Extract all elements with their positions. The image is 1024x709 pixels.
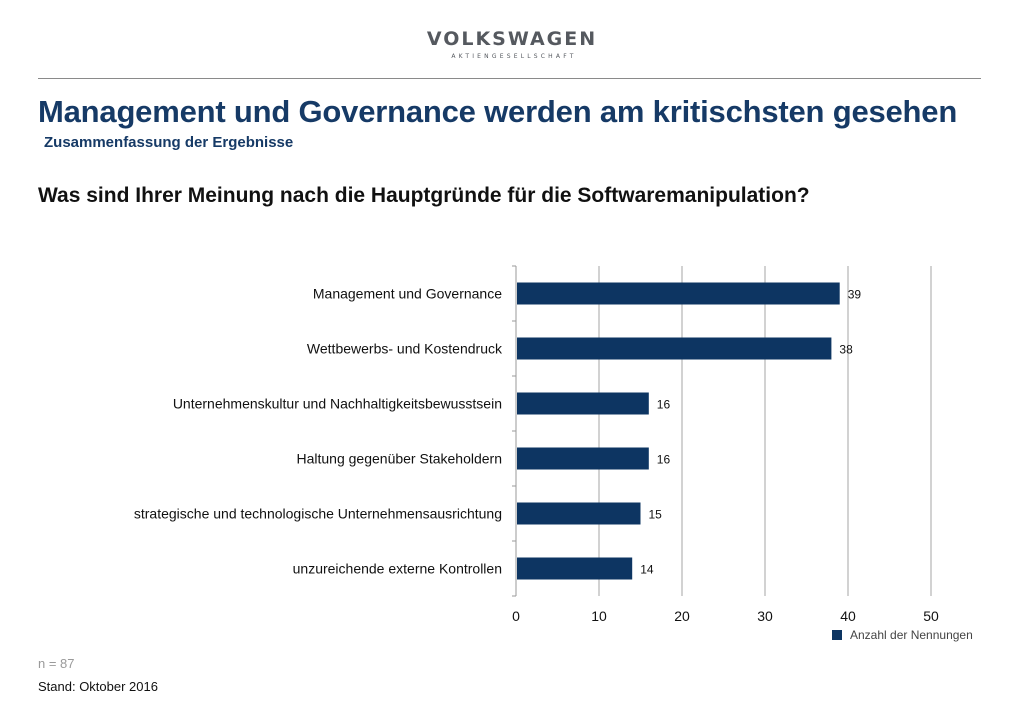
- category-label: Wettbewerbs- und Kostendruck: [307, 341, 503, 357]
- x-tick-label: 40: [840, 608, 856, 624]
- category-label: strategische und technologische Unterneh…: [134, 506, 502, 522]
- data-label: 38: [839, 343, 853, 357]
- bar: [517, 502, 641, 525]
- bar: [517, 337, 832, 360]
- sample-size-note: n = 87: [38, 656, 75, 671]
- bar: [517, 447, 649, 470]
- x-tick-label: 30: [757, 608, 773, 624]
- header-divider: [38, 78, 981, 79]
- bar: [517, 392, 649, 415]
- page-title: Management und Governance werden am krit…: [38, 94, 958, 129]
- legend-label: Anzahl der Nennungen: [850, 628, 973, 642]
- legend-swatch: [832, 630, 842, 640]
- bar: [517, 557, 633, 580]
- category-label: Haltung gegenüber Stakeholdern: [297, 451, 503, 467]
- x-tick-label: 0: [512, 608, 520, 624]
- data-label: 14: [640, 563, 654, 577]
- bar: [517, 282, 840, 305]
- data-label: 16: [657, 453, 671, 467]
- brand-logo: VOLKSWAGEN AKTIENGESELLSCHAFT: [0, 28, 1024, 60]
- survey-question: Was sind Ihrer Meinung nach die Hauptgrü…: [38, 184, 810, 207]
- x-tick-label: 10: [591, 608, 607, 624]
- chart-legend: Anzahl der Nennungen: [832, 628, 973, 642]
- data-label: 15: [649, 508, 663, 522]
- data-label: 39: [848, 288, 862, 302]
- x-tick-label: 50: [923, 608, 939, 624]
- brand-subline: AKTIENGESELLSCHAFT: [451, 53, 577, 60]
- date-note: Stand: Oktober 2016: [38, 679, 158, 694]
- brand-name: VOLKSWAGEN: [426, 28, 598, 50]
- category-label: Management und Governance: [313, 286, 502, 302]
- category-label: unzureichende externe Kontrollen: [293, 561, 502, 577]
- x-tick-label: 20: [674, 608, 690, 624]
- page-subtitle: Zusammenfassung der Ergebnisse: [44, 134, 294, 151]
- data-label: 16: [657, 398, 671, 412]
- category-label: Unternehmenskultur und Nachhaltigkeitsbe…: [173, 396, 502, 412]
